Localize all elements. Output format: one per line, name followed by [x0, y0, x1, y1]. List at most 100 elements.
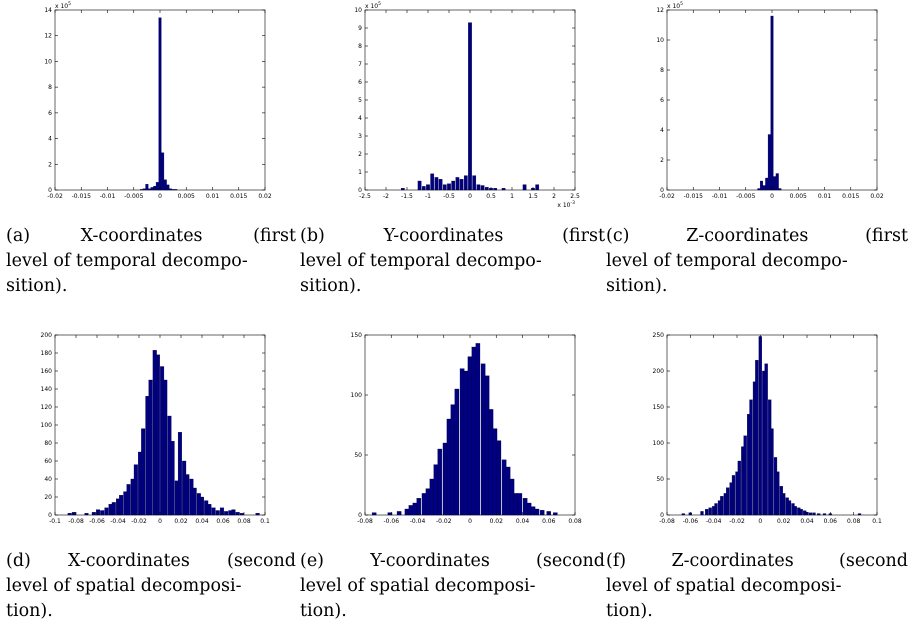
y-tick-label: 80 [44, 440, 52, 447]
chart-panel-a: 0 2 4 6 8 10 12 14 -0.02 -0.015 -0.01 -0.005 0 0.005 0… [0, 0, 300, 205]
x-tick-label: -0.08 [357, 518, 373, 525]
caption-f-end: (second [839, 551, 908, 571]
x-tick-label: -2 [383, 193, 389, 200]
x-tick-label: 0 [158, 193, 162, 200]
x-tick-label: -0.01 [712, 193, 728, 200]
y-tick-label: 60 [44, 458, 52, 465]
x-tick-label: 0.02 [258, 193, 272, 200]
x-tick-label: -0.02 [436, 518, 452, 525]
x-tick-label: -0.02 [729, 518, 745, 525]
histogram-bar [468, 22, 472, 191]
x-tick-label: -0.06 [383, 518, 399, 525]
y-tick-label: 4 [48, 136, 52, 143]
x-tick-label: 0.02 [490, 518, 504, 525]
y-tick-label: 6 [660, 97, 664, 104]
x-tick-label: 2 [552, 193, 556, 200]
histogram-bar [67, 513, 72, 516]
histogram-d: 0 20 40 60 80 100 120 140 160 180 200 -0.1 -0.08 -0.0… [41, 332, 270, 525]
y-tick-label: 12 [656, 7, 664, 14]
histogram-bar [155, 354, 160, 516]
caption-e-line3: tion). [300, 601, 347, 621]
histogram-bar [501, 459, 507, 516]
histogram-c: 0 2 4 6 8 10 12 -0.02 -0.015 -0.01 -0.005 0 0.005 0.0… [656, 1, 884, 200]
caption-e-line2: level of spatial decomposi- [300, 576, 536, 596]
y-tick-label: 50 [656, 476, 664, 483]
chart-panel-d: 0 20 40 60 80 100 120 140 160 180 200 -0.1 -0.08 -0.0… [0, 325, 300, 530]
histogram-bar [455, 177, 460, 191]
x-tick-label: 0.06 [824, 518, 838, 525]
y-tick-label: 10 [44, 58, 52, 65]
histogram-bar [442, 184, 447, 191]
y-tick-label: 200 [653, 368, 665, 375]
y-tick-label: 0 [358, 512, 362, 519]
y-tick-label: 150 [653, 404, 665, 411]
x-tick-label: 0.06 [216, 518, 230, 525]
x-tick-label: 0.01 [818, 193, 832, 200]
y-tick-label: 20 [44, 494, 52, 501]
histogram-bar [91, 512, 96, 516]
histogram-bar [421, 493, 427, 516]
histogram-a: 0 2 4 6 8 10 12 14 -0.02 -0.015 -0.01 -0.005 0 0.005 0… [44, 1, 272, 200]
histogram-f: 0 50 100 150 200 250 -0.08 -0.06 -0.04 -0.02 0 0.02… [653, 332, 882, 525]
histogram-bar [145, 184, 149, 191]
histogram-bar [535, 184, 540, 191]
histogram-bar [140, 189, 144, 191]
x-tick-label: -0.015 [72, 193, 92, 200]
histogram-b: 0 1 2 3 4 5 6 7 8 9 10 -2.5 -2 -1.5 -1 -0.5 0 0.5 1 1.5 2 2.5… [354, 1, 580, 209]
histogram-bar [484, 375, 490, 516]
caption-b-line2: level of temporal decompo- [300, 251, 542, 271]
caption-c-end: (first [865, 226, 908, 246]
chart-panel-e: 0 50 100 150 -0.08 -0.06 -0.04 -0.02 0 0.02 0.04 0.… [310, 325, 610, 530]
histogram-bar [231, 509, 236, 516]
caption-d: (d) X-coordinates (second level of spatial… [6, 549, 296, 624]
caption-a: (a) X-coordinates (first level of temporal… [6, 224, 296, 299]
x-tick-label: 0 [758, 518, 762, 525]
histogram-bar [463, 175, 468, 191]
histogram-bar [857, 513, 862, 516]
y-tick-label: 4 [358, 115, 362, 122]
histogram-bar [71, 512, 76, 516]
histogram-bar [480, 185, 485, 191]
x-tick-label: -0.04 [410, 518, 426, 525]
histogram-bar [450, 404, 456, 516]
y-tick-label: 0 [660, 187, 664, 194]
histogram-bar [513, 493, 519, 516]
histogram-bar [817, 513, 821, 516]
histogram-bar [782, 493, 786, 516]
caption-f-line3: tion). [606, 601, 653, 621]
x-tick-label: -0.02 [659, 193, 675, 200]
histogram-bar [421, 186, 426, 191]
histogram-bar [812, 512, 816, 516]
x-tick-label: 1 [510, 193, 514, 200]
histogram-bar [111, 502, 116, 516]
y-tick-label: 40 [44, 476, 52, 483]
histogram-bar [84, 513, 89, 516]
histogram-bar [104, 507, 109, 516]
histogram-bar [412, 502, 418, 516]
y-tick-label: 3 [358, 133, 362, 140]
y-axis-multiplier: x 105 [55, 1, 71, 10]
x-tick-label: 0.1 [872, 518, 882, 525]
histogram-bar [429, 478, 435, 516]
histogram-bar [705, 509, 709, 516]
histogram-bar [501, 188, 506, 191]
histogram-bar [708, 507, 712, 516]
caption-a-line2: level of temporal decompo- [6, 251, 248, 271]
x-tick-label: -0.08 [659, 518, 675, 525]
histogram-bar [215, 510, 220, 516]
histogram-bar [430, 173, 435, 191]
caption-a-line3: sition). [6, 276, 68, 296]
histogram-bar [762, 185, 766, 191]
histogram-bar [778, 188, 782, 191]
caption-a-word: X-coordinates [80, 226, 203, 246]
histogram-bar [387, 512, 393, 516]
histogram-bar [764, 363, 768, 516]
histogram-bar [416, 498, 422, 516]
y-tick-label: 50 [354, 452, 362, 459]
histogram-bar [155, 182, 159, 191]
histogram-bar [454, 388, 460, 516]
histogram-bar [442, 442, 448, 516]
x-tick-label: 0.04 [195, 518, 209, 525]
histogram-bar [534, 508, 540, 516]
x-tick-label: 0.005 [790, 193, 807, 200]
